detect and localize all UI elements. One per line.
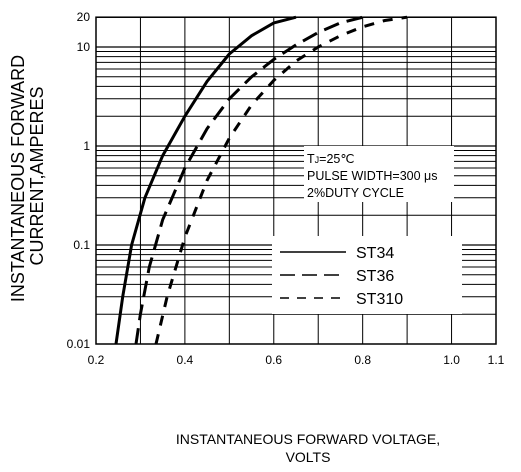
y-tick-label: 10 xyxy=(77,40,91,54)
series-line-st310 xyxy=(154,15,408,345)
x-tick-label: 0.2 xyxy=(88,353,105,367)
x-axis-label-line-2: VOLTS xyxy=(286,449,331,465)
x-tick-label: 1.0 xyxy=(443,353,460,367)
tick-labels: 0.2 0.4 0.6 0.8 1.0 1.1 0.01 0.1 1 10 20 xyxy=(67,10,505,367)
annotation: TJ=25℃ PULSE WIDTH=300 μs 2%DUTY CYCLE xyxy=(304,146,454,202)
legend-label-st36: ST36 xyxy=(356,268,394,285)
annotation-temperature: TJ=25℃ xyxy=(307,152,354,166)
x-tick-label: 0.4 xyxy=(177,353,194,367)
y-axis-label: INSTANTANEOUS FORWARD CURRENT,AMPERES xyxy=(8,50,47,302)
y-tick-label: 1 xyxy=(83,139,90,153)
y-tick-label: 0.1 xyxy=(73,238,90,252)
legend-label-st34: ST34 xyxy=(356,245,394,262)
annotation-background xyxy=(304,146,454,202)
legend: ST34 ST36 ST310 xyxy=(272,236,462,314)
x-tick-label: 0.6 xyxy=(265,353,282,367)
annotation-duty-cycle: 2%DUTY CYCLE xyxy=(307,186,404,200)
series-line-st36 xyxy=(134,15,364,345)
series-layer xyxy=(114,15,408,345)
annotation-pulse-width: PULSE WIDTH=300 μs xyxy=(307,169,438,183)
y-tick-label: 0.01 xyxy=(67,337,91,351)
series-line-st34 xyxy=(114,15,297,345)
x-tick-label: 0.8 xyxy=(354,353,371,367)
y-tick-label: 20 xyxy=(77,10,91,24)
legend-label-st310: ST310 xyxy=(356,291,403,308)
x-tick-label: 1.1 xyxy=(488,353,505,367)
x-axis-label-line-1: INSTANTANEOUS FORWARD VOLTAGE, xyxy=(176,431,440,447)
plot-frame xyxy=(95,16,497,345)
